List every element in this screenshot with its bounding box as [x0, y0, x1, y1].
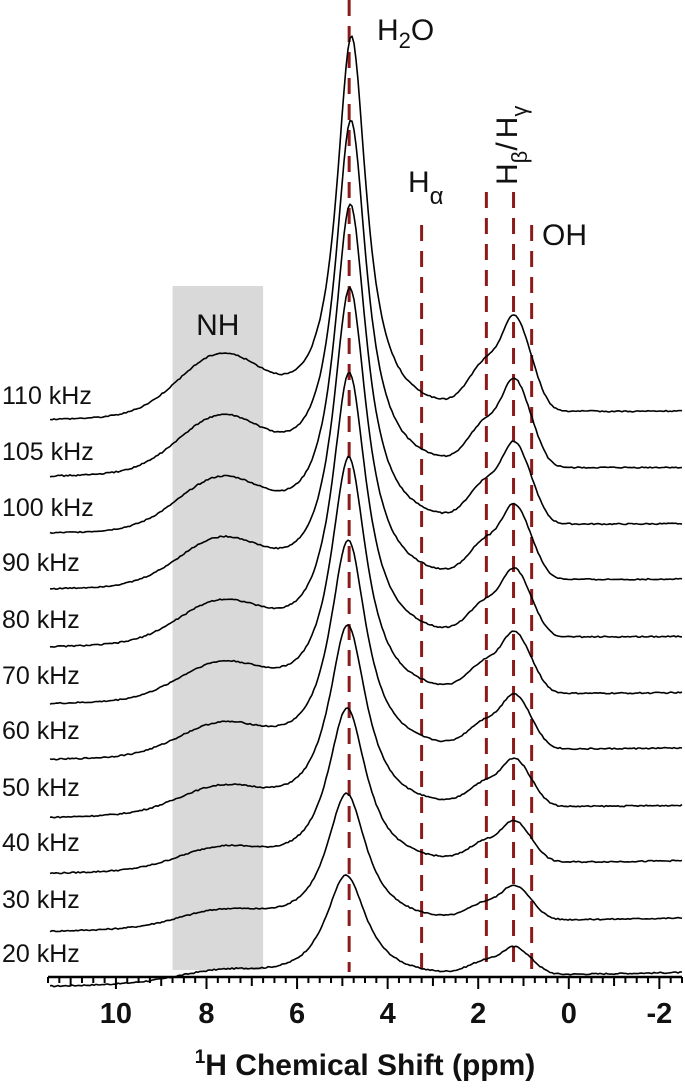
- peak-labels: H2O Hα Hβ/Hγ OH: [377, 14, 587, 252]
- series-label-60-khz: 60 kHz: [2, 717, 80, 745]
- spectrum-trace-110-khz: [49, 35, 683, 421]
- x-tick-label: 10: [100, 998, 132, 1030]
- series-label-50-khz: 50 kHz: [2, 774, 80, 802]
- spectrum-traces: [49, 35, 683, 988]
- h-beta-gamma-peak-label: Hβ/Hγ: [491, 106, 532, 185]
- series-label-90-khz: 90 kHz: [2, 549, 80, 577]
- x-tick-label: 6: [289, 998, 305, 1030]
- series-labels: 20 kHz 30 kHz 40 kHz 50 kHz 60 kHz 70 kHz 80 k…: [2, 382, 94, 968]
- x-tick-label: 4: [380, 998, 396, 1030]
- spectrum-trace-40-khz: [49, 707, 683, 875]
- x-axis-tick-labels: 10 8 6 4 2 0 -2: [100, 998, 672, 1030]
- x-tick-label: -2: [646, 998, 672, 1030]
- spectrum-trace-50-khz: [49, 624, 683, 819]
- nh-highlight-region: [172, 286, 264, 970]
- spectrum-trace-60-khz: [49, 539, 683, 761]
- h-alpha-peak-label: Hα: [408, 166, 444, 210]
- series-label-80-khz: 80 kHz: [2, 606, 80, 634]
- series-label-30-khz: 30 kHz: [2, 886, 80, 914]
- spectrum-trace-105-khz: [49, 119, 683, 478]
- x-tick-label: 2: [470, 998, 486, 1030]
- spectrum-trace-100-khz: [49, 203, 683, 534]
- x-axis-ticks: [47, 977, 683, 989]
- x-axis: 10 8 6 4 2 0 -2 1H Chemical Shift (ppm): [47, 975, 683, 1082]
- series-label-20-khz: 20 kHz: [2, 940, 80, 968]
- spectrum-trace-20-khz: [49, 874, 683, 988]
- spectrum-trace-80-khz: [49, 372, 683, 648]
- spectrum-trace-90-khz: [49, 286, 683, 590]
- spectrum-trace-30-khz: [49, 792, 683, 933]
- series-label-110-khz: 110 kHz: [2, 382, 92, 410]
- series-label-40-khz: 40 kHz: [2, 829, 80, 857]
- series-label-100-khz: 100 kHz: [2, 494, 94, 522]
- x-tick-label: 0: [561, 998, 577, 1030]
- nh-region-label: NH: [196, 309, 239, 342]
- h2o-peak-label: H2O: [377, 14, 434, 53]
- x-axis-title: 1H Chemical Shift (ppm): [195, 1047, 536, 1082]
- series-label-105-khz: 105 kHz: [2, 438, 94, 466]
- spectrum-trace-70-khz: [49, 455, 683, 705]
- series-label-70-khz: 70 kHz: [2, 662, 80, 690]
- oh-peak-label: OH: [542, 219, 587, 252]
- x-tick-label: 8: [198, 998, 214, 1030]
